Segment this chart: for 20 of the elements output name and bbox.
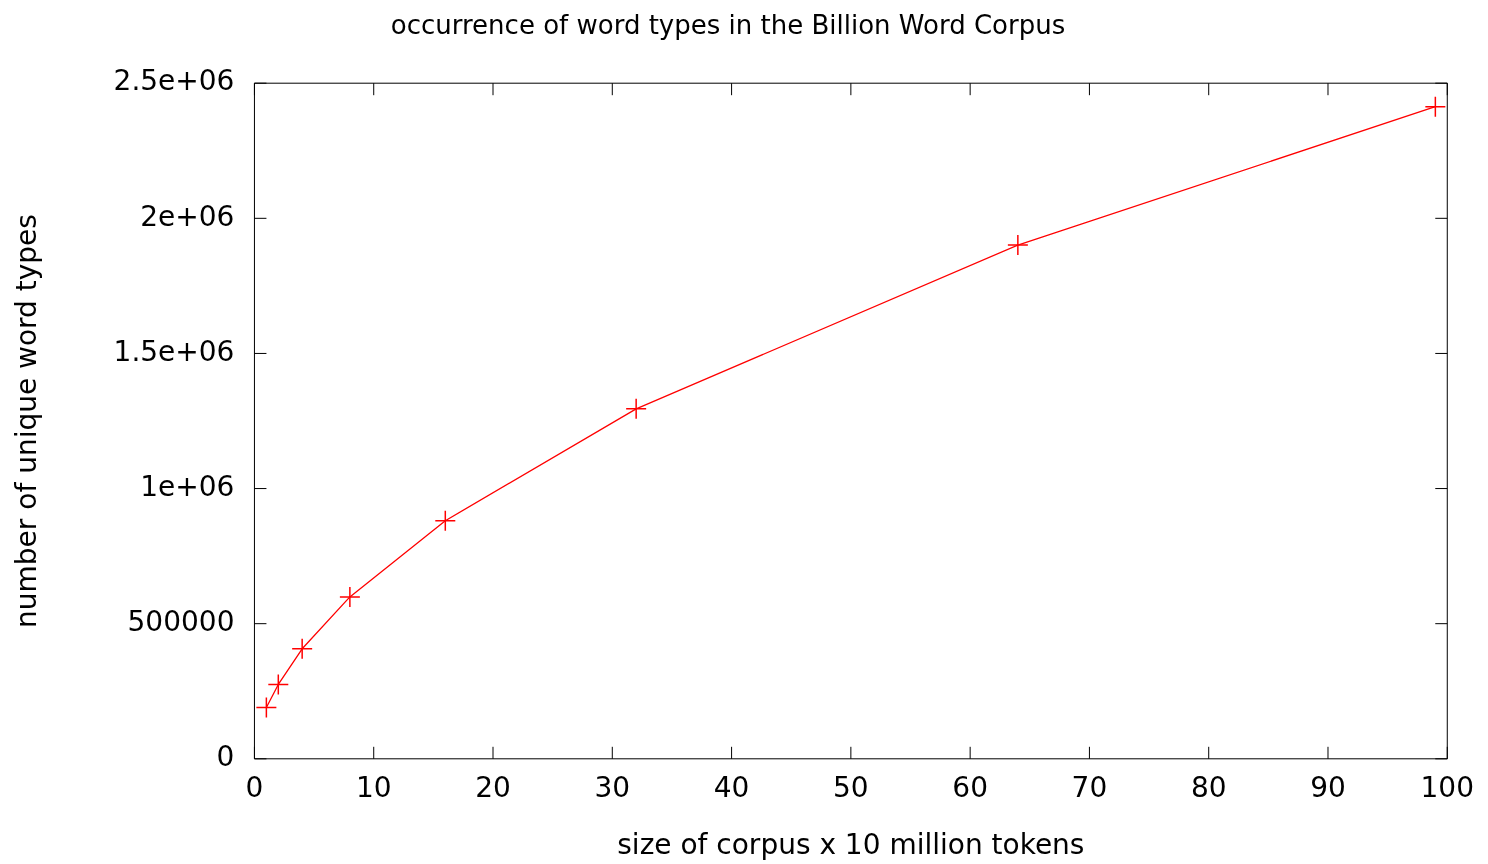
x-tick-label: 100 [1420,770,1474,804]
y-tick-label: 0 [216,740,235,774]
y-axis-title: number of unique word types [10,214,44,628]
y-tick-label: 1.5e+06 [113,334,235,368]
x-tick-label: 30 [594,770,631,804]
y-tick-label: 2e+06 [140,199,235,233]
x-tick-label: 20 [475,770,511,804]
x-axis-title: size of corpus x 10 million tokens [617,828,1085,862]
x-tick-label: 10 [355,770,392,804]
x-tick-label: 80 [1190,770,1227,804]
y-tick-label: 500000 [127,604,235,638]
x-tick-label: 40 [713,770,750,804]
x-tick-label: 60 [952,770,988,804]
x-tick-label: 0 [245,770,264,804]
y-tick-label: 2.5e+06 [113,64,235,98]
y-tick-label: 1e+06 [140,469,235,503]
x-tick-label: 50 [833,770,869,804]
chart-title: occurrence of word types in the Billion Word Corpus [390,10,1066,41]
x-tick-label: 90 [1310,770,1346,804]
x-tick-label: 70 [1071,770,1108,804]
